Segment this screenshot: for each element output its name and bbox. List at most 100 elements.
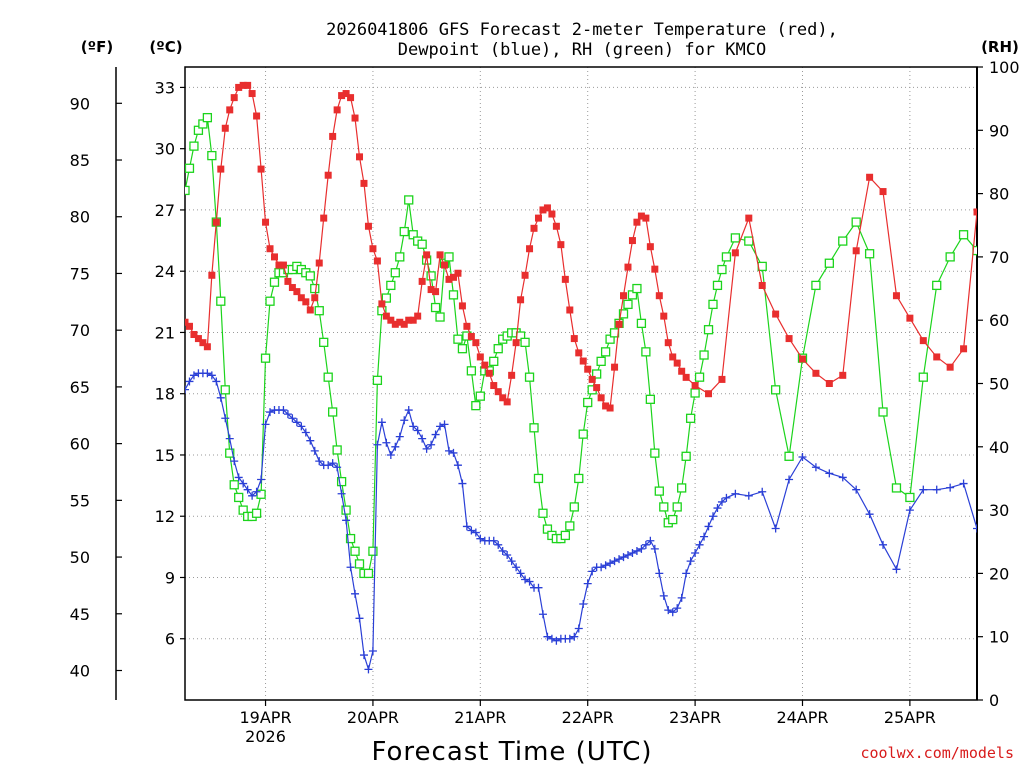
rh-point <box>489 356 499 366</box>
rh-point <box>694 372 705 382</box>
dewpoint-point <box>959 479 968 488</box>
dewpoint-point <box>310 446 319 455</box>
rh-point <box>430 302 441 313</box>
rh-point <box>471 401 481 411</box>
year-tick-label: 2026 <box>245 727 286 746</box>
rh-point <box>202 112 213 123</box>
rh-point <box>677 483 687 493</box>
rh-point <box>654 486 664 496</box>
temperature-point <box>481 361 489 369</box>
fahrenheit-tick-label: 70 <box>70 321 90 340</box>
temperature-point <box>517 296 525 304</box>
dewpoint-point <box>646 536 655 545</box>
rh-point <box>225 448 235 458</box>
temperature-point <box>673 359 681 367</box>
rh-point <box>310 283 320 294</box>
temperature-point <box>919 337 927 345</box>
rh-point <box>918 372 928 382</box>
dewpoint-point <box>315 457 324 466</box>
dewpoint-point <box>382 438 391 447</box>
celsius-tick-label: 21 <box>155 323 175 342</box>
rh-point <box>672 502 682 512</box>
dewpoint-point <box>422 444 431 453</box>
temperature-point <box>400 320 408 328</box>
temperature-point <box>302 298 310 306</box>
dewpoint-point <box>664 606 673 615</box>
rh-point <box>864 249 875 259</box>
temperature-point <box>552 222 560 230</box>
dewpoint-point <box>404 406 413 415</box>
rh-point <box>945 252 955 262</box>
rh-point <box>583 397 593 408</box>
temperature-point <box>624 263 632 271</box>
rh-point <box>444 252 454 262</box>
rh-point <box>717 264 727 275</box>
temperature-point <box>597 394 605 402</box>
dewpoint-point <box>713 504 722 513</box>
rh-point <box>328 407 338 417</box>
temperature-point <box>798 355 806 363</box>
temperature-point <box>306 306 314 314</box>
temperature-point <box>825 380 833 387</box>
dewpoint-point <box>279 406 288 415</box>
temperature-point <box>329 132 337 140</box>
temperature-point <box>445 275 453 283</box>
dewpoint-point <box>570 632 579 641</box>
date-tick-label: 20APR <box>347 708 399 727</box>
temperature-point <box>414 312 422 320</box>
dewpoint-point <box>445 446 453 455</box>
dewpoint-point <box>395 432 404 441</box>
temperature-point <box>378 300 386 308</box>
rh-point <box>399 226 409 237</box>
temperature-point <box>396 318 404 326</box>
temperature-point <box>933 353 941 361</box>
dewpoint-point <box>489 536 498 545</box>
temperature-point <box>391 320 399 328</box>
temperature-point <box>946 363 954 371</box>
rh-point <box>363 568 374 579</box>
rh-point <box>784 451 794 461</box>
dewpoint-point <box>471 528 480 537</box>
dewpoint-point <box>731 489 740 498</box>
dewpoint-point <box>785 475 794 484</box>
rh-point <box>641 347 651 357</box>
temperature-point <box>221 124 229 132</box>
dewpoint-point <box>615 555 624 564</box>
dewpoint-point <box>637 544 646 553</box>
plot-frame <box>184 66 978 701</box>
dewpoint-point <box>507 557 516 566</box>
temperature-point <box>745 214 753 222</box>
temperature-point <box>490 382 498 390</box>
dewpoint-point <box>758 487 767 496</box>
dewpoint-point <box>547 634 556 643</box>
dewpoint-point <box>623 551 632 560</box>
temperature-point <box>557 241 565 249</box>
dewpoint-point <box>476 534 485 543</box>
dewpoint-point <box>427 440 436 449</box>
dewpoint-point <box>543 632 552 641</box>
temperature-point <box>212 218 220 226</box>
temperature-point <box>812 369 820 377</box>
rh-point <box>592 369 602 379</box>
dewpoint-point <box>579 600 588 609</box>
rh-point <box>681 451 691 461</box>
temperature-point <box>217 165 225 173</box>
rh-point <box>824 258 834 268</box>
rh-point <box>538 508 548 518</box>
dewpoint-point <box>337 489 346 498</box>
rh-point <box>574 473 584 484</box>
fahrenheit-tick-label: 90 <box>70 94 90 113</box>
dewpoint-point <box>695 540 704 549</box>
dewpoint-point <box>583 579 592 588</box>
dewpoint-point <box>203 369 212 378</box>
temperature-point <box>203 343 211 351</box>
rh-tick-label: 50 <box>989 375 1009 394</box>
dewpoint-point <box>283 410 292 419</box>
temperature-point <box>651 265 659 273</box>
dewpoint-point <box>225 434 234 443</box>
temperature-point <box>270 253 278 261</box>
rh-tick-label: 60 <box>989 311 1009 330</box>
rh-point <box>520 337 530 348</box>
rh-point <box>185 163 195 173</box>
temperature-point <box>620 292 628 300</box>
